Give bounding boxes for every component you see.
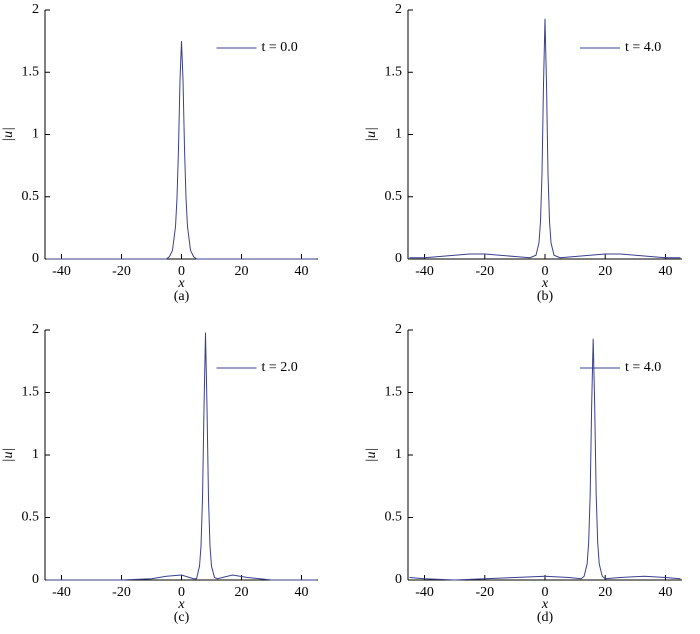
x-tick-label: 20 [235, 264, 249, 279]
y-tick-label: 1 [32, 447, 39, 462]
y-tick-label: 2 [32, 2, 39, 17]
x-tick-label: -20 [112, 585, 131, 600]
x-tick-label: 40 [658, 264, 672, 279]
x-axis-label: x [177, 276, 185, 291]
y-axis-label: |u| [364, 448, 379, 463]
x-tick-label: -40 [52, 585, 71, 600]
x-axis-label: x [541, 597, 549, 612]
data-line [46, 332, 317, 581]
data-line [409, 338, 681, 581]
legend-label: t = 2.0 [262, 360, 298, 375]
y-tick-label: 1.5 [22, 64, 40, 79]
legend-label: t = 4.0 [625, 360, 661, 375]
y-tick-label: 1.5 [385, 385, 403, 400]
y-tick-label: 0.5 [22, 510, 40, 525]
x-tick-label: -40 [415, 585, 434, 600]
y-tick-label: 2 [395, 322, 402, 337]
caption: (b) [537, 289, 554, 304]
x-tick-label: -20 [475, 585, 494, 600]
y-tick-label: 0 [32, 572, 39, 587]
legend-label: t = 0.0 [262, 40, 298, 55]
x-tick-label: 40 [295, 585, 309, 600]
caption: (a) [174, 289, 190, 304]
y-axis-label: |u| [1, 448, 16, 463]
x-tick-label: 0 [542, 585, 549, 600]
x-tick-label: -40 [415, 264, 434, 279]
y-axis-label: |u| [1, 127, 16, 142]
x-tick-label: -20 [112, 264, 131, 279]
x-tick-label: -20 [475, 264, 494, 279]
y-tick-label: 2 [32, 322, 39, 337]
data-line [409, 18, 681, 259]
y-tick-label: 0.5 [385, 189, 403, 204]
y-tick-label: 0 [395, 251, 402, 266]
x-tick-label: -40 [52, 264, 71, 279]
x-tick-label: 0 [542, 264, 549, 279]
y-axis-label: |u| [364, 127, 379, 142]
y-tick-label: 1.5 [22, 385, 40, 400]
caption: (c) [174, 610, 190, 625]
x-tick-label: 40 [295, 264, 309, 279]
y-tick-label: 0.5 [385, 510, 403, 525]
y-tick-label: 1 [32, 127, 39, 142]
x-axis-label: x [541, 276, 549, 291]
y-tick-label: 1 [395, 447, 402, 462]
x-tick-label: 0 [178, 264, 185, 279]
x-tick-label: 0 [178, 585, 185, 600]
x-tick-label: 20 [598, 264, 612, 279]
x-axis-label: x [177, 597, 185, 612]
x-tick-label: 20 [598, 585, 612, 600]
y-tick-label: 2 [395, 2, 402, 17]
x-tick-label: 40 [658, 585, 672, 600]
y-tick-label: 1 [395, 127, 402, 142]
y-tick-label: 1.5 [385, 64, 403, 79]
y-tick-label: 0.5 [22, 189, 40, 204]
data-line [46, 41, 317, 260]
y-tick-label: 0 [32, 251, 39, 266]
legend-label: t = 4.0 [625, 40, 661, 55]
x-tick-label: 20 [235, 585, 249, 600]
caption: (d) [537, 610, 554, 625]
y-tick-label: 0 [395, 572, 402, 587]
